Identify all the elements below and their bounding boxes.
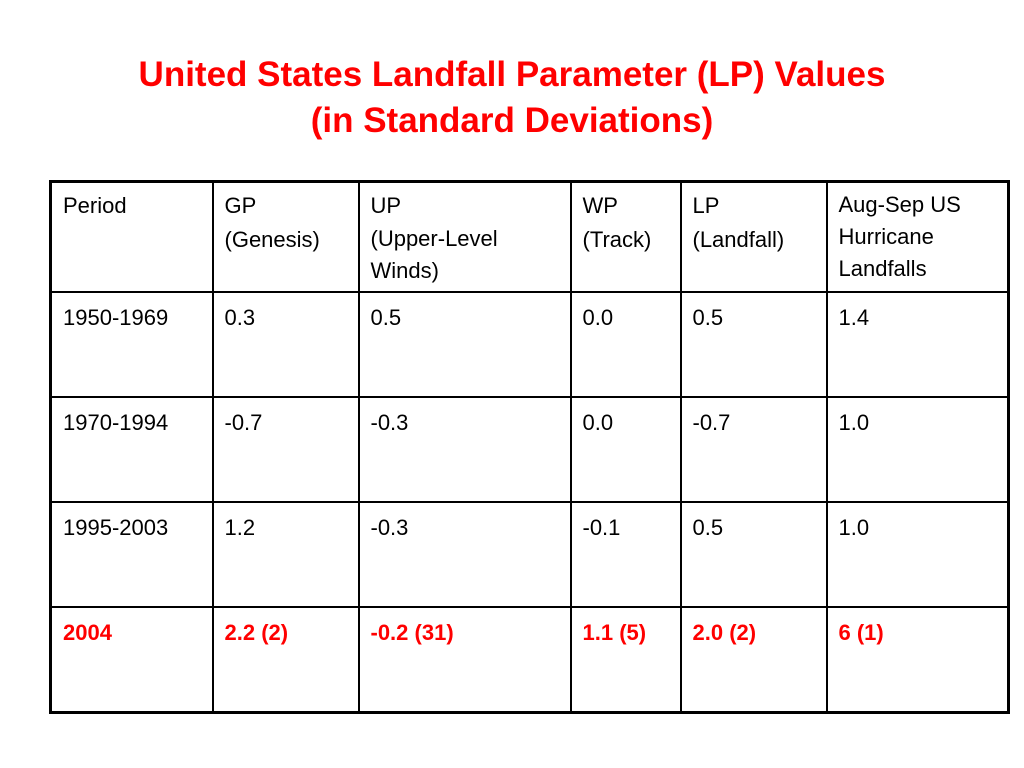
header-period-label: Period [63, 193, 127, 218]
table-header-row: Period GP (Genesis) UP (Upper-Level Wind… [49, 180, 1010, 293]
header-lp-label: LP [692, 193, 720, 218]
header-gp-sublabel: (Genesis) [224, 227, 320, 252]
cell-period: 1995-2003 [49, 500, 214, 608]
cell-landfalls: 1.0 [825, 500, 1010, 608]
cell-gp: 2.2 (2) [211, 605, 360, 713]
cell-up: 0.5 [357, 290, 572, 398]
table-row: 1970-1994 -0.7 -0.3 0.0 -0.7 1.0 [49, 395, 1010, 503]
cell-lp: 0.5 [679, 290, 828, 398]
cell-period: 1970-1994 [49, 395, 214, 503]
cell-lp: -0.7 [679, 395, 828, 503]
header-gp-label: GP [224, 193, 257, 218]
cell-period: 2004 [49, 605, 214, 713]
landfall-parameter-table: Period GP (Genesis) UP (Upper-Level Wind… [49, 180, 1010, 714]
header-up-sublabel: (Upper-Level Winds) [370, 226, 498, 283]
cell-landfalls: 1.4 [825, 290, 1010, 398]
header-gp: GP (Genesis) [211, 180, 360, 293]
slide-title: United States Landfall Parameter (LP) Va… [0, 52, 1024, 144]
cell-gp: -0.7 [211, 395, 360, 503]
table-row: 1995-2003 1.2 -0.3 -0.1 0.5 1.0 [49, 500, 1010, 608]
cell-lp: 2.0 (2) [679, 605, 828, 713]
cell-landfalls: 6 (1) [825, 605, 1010, 713]
cell-landfalls: 1.0 [825, 395, 1010, 503]
cell-gp: 0.3 [211, 290, 360, 398]
cell-gp: 1.2 [211, 500, 360, 608]
cell-up: -0.2 (31) [357, 605, 572, 713]
cell-lp: 0.5 [679, 500, 828, 608]
header-wp: WP (Track) [569, 180, 682, 293]
cell-up: -0.3 [357, 395, 572, 503]
header-landfalls: Aug-Sep US Hurricane Landfalls [825, 180, 1010, 293]
header-lp: LP (Landfall) [679, 180, 828, 293]
slide-title-line-1: United States Landfall Parameter (LP) Va… [138, 55, 886, 94]
cell-wp: -0.1 [569, 500, 682, 608]
cell-wp: 0.0 [569, 290, 682, 398]
cell-wp: 1.1 (5) [569, 605, 682, 713]
cell-wp: 0.0 [569, 395, 682, 503]
header-period: Period [49, 180, 214, 293]
slide-title-line-2: (in Standard Deviations) [310, 101, 714, 140]
table-row-highlighted: 2004 2.2 (2) -0.2 (31) 1.1 (5) 2.0 (2) 6… [49, 605, 1010, 713]
table-row: 1950-1969 0.3 0.5 0.0 0.5 1.4 [49, 290, 1010, 398]
header-lp-sublabel: (Landfall) [692, 227, 785, 252]
header-wp-sublabel: (Track) [582, 227, 652, 252]
header-landfalls-label: Aug-Sep US Hurricane Landfalls [838, 192, 961, 281]
cell-up: -0.3 [357, 500, 572, 608]
header-up-label: UP [370, 193, 402, 218]
header-wp-label: WP [582, 193, 618, 218]
header-up: UP (Upper-Level Winds) [357, 180, 572, 293]
cell-period: 1950-1969 [49, 290, 214, 398]
